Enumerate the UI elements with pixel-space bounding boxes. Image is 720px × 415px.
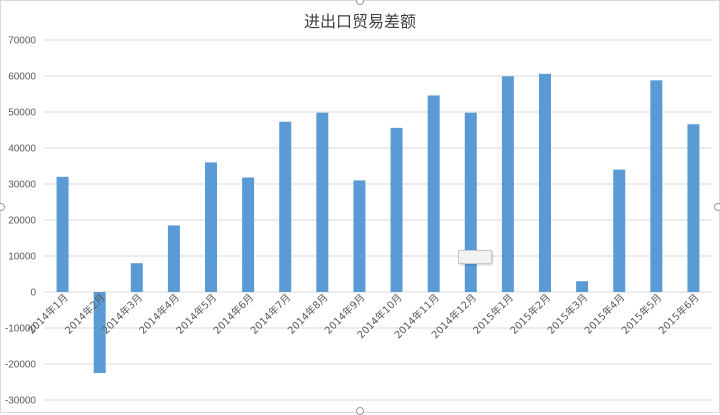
y-tick-label: 0	[30, 288, 36, 299]
resize-handle-bottom[interactable]	[356, 407, 364, 415]
bar[interactable]	[687, 124, 700, 293]
bar[interactable]	[93, 292, 106, 373]
bar[interactable]	[353, 180, 366, 292]
bar[interactable]	[613, 169, 626, 292]
hover-tooltip	[458, 250, 492, 264]
y-tick-label: -30000	[5, 396, 37, 407]
y-tick-label: 60000	[8, 72, 36, 83]
bar[interactable]	[205, 162, 217, 292]
bar[interactable]	[390, 127, 403, 292]
y-tick-label: -10000	[5, 324, 37, 335]
y-tick-label: 30000	[8, 180, 36, 191]
resize-handle-left[interactable]	[0, 203, 5, 211]
y-tick-label: 20000	[8, 216, 36, 227]
x-tick-label: 2015年6月	[656, 291, 702, 337]
bar[interactable]	[242, 177, 255, 292]
bar[interactable]	[427, 95, 440, 292]
resize-handle-right[interactable]	[714, 203, 720, 211]
y-tick-label: 50000	[8, 108, 36, 119]
resize-handle-top[interactable]	[356, 0, 364, 5]
y-tick-label: 10000	[8, 252, 36, 263]
bar[interactable]	[576, 281, 589, 292]
bar[interactable]	[279, 121, 292, 292]
bar[interactable]	[130, 263, 143, 292]
bar[interactable]	[539, 73, 551, 292]
bar[interactable]	[501, 76, 514, 292]
y-tick-label: 40000	[8, 144, 36, 155]
y-tick-label: 70000	[8, 36, 36, 47]
y-tick-label: -20000	[5, 360, 37, 371]
bar[interactable]	[316, 112, 329, 292]
bar[interactable]	[56, 176, 69, 292]
chart-title: 进出口贸易差额	[303, 12, 416, 31]
bar[interactable]	[464, 112, 477, 292]
bar[interactable]	[650, 80, 663, 292]
bar[interactable]	[167, 225, 180, 292]
